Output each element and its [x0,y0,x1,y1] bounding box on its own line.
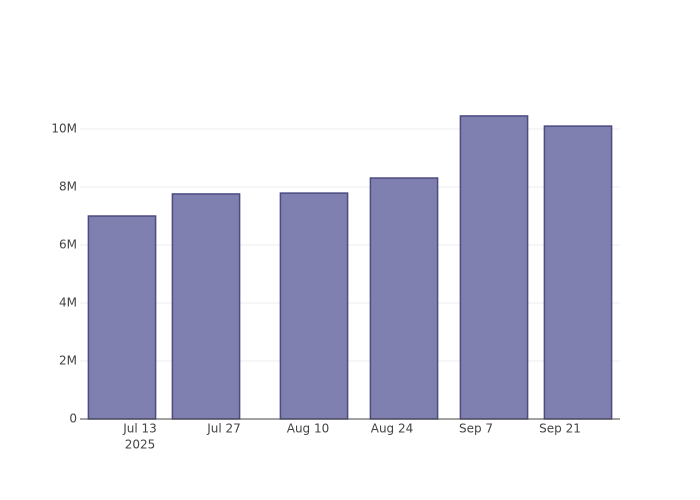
x-tick-label: Jul 27 [206,422,241,436]
x-tick-label: Aug 24 [371,422,414,436]
bar [87,215,157,420]
bar [459,115,529,420]
x-tick-label: Sep 21 [539,422,581,436]
bar [369,177,439,420]
x-tick-sublabel: 2025 [125,438,156,452]
y-tick-label: 4M [59,296,77,310]
bar [171,193,241,420]
x-tick-label: Jul 13 [122,422,157,436]
y-tick-label: 2M [59,354,77,368]
x-tick-label: Sep 7 [459,422,493,436]
y-tick-label: 0 [69,412,77,426]
x-tick-label: Aug 10 [287,422,330,436]
bar [279,192,349,420]
bar [543,125,613,420]
y-tick-label: 10M [51,122,77,136]
y-tick-label: 8M [59,180,77,194]
y-tick-label: 6M [59,238,77,252]
